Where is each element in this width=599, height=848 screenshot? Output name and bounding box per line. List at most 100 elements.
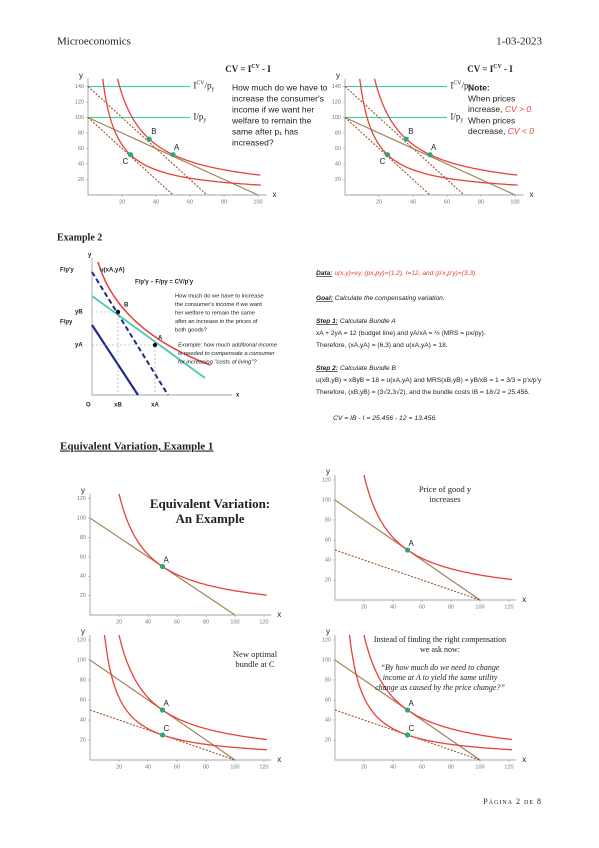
bundle-point — [170, 152, 176, 158]
indifference-curve — [103, 634, 267, 751]
y-tick-label: 20 — [80, 737, 86, 743]
label-part: I — [450, 112, 453, 122]
diagram-note: both goods? — [175, 328, 208, 334]
note-line: When prices — [468, 93, 515, 103]
diagram-note: is needed to compensate a consumer — [178, 351, 276, 357]
x-tick-label: 80 — [221, 199, 227, 205]
x-tick-label: 80 — [478, 199, 484, 205]
x-axis-label: x — [522, 595, 526, 604]
note-line: decrease, CV < 0 — [468, 126, 534, 136]
y-tick-label: 40 — [80, 717, 86, 723]
chart-title: CV = ICV - I — [225, 64, 271, 74]
indifference-curve — [363, 634, 512, 741]
point-label: A — [164, 556, 170, 565]
label-part: /p — [462, 81, 470, 91]
x-tick-label: 100 — [230, 764, 239, 770]
solution-label: Step 2: — [316, 365, 338, 372]
x-axis-label: x — [530, 190, 534, 199]
solution-text: xA + 2yA = 12 (budget line) and yA/xA = … — [316, 329, 486, 337]
diagram-note: Example: how much additional income — [178, 343, 278, 349]
y-tick-label: 100 — [322, 657, 331, 663]
indifference-curve — [373, 78, 518, 176]
y-tick-label: 120 — [77, 496, 86, 502]
diagram-label: yB — [75, 310, 83, 316]
line-label: ICV/py — [193, 81, 214, 93]
point-label: C — [164, 724, 170, 733]
chart-caption: bundle at C — [235, 659, 275, 669]
solution-line: Data: u(x,y)=xy, (px,py)=(1,2), I=12, an… — [316, 270, 477, 277]
note-part: increase, — [468, 104, 505, 114]
diagram-note: How much do we have to increase — [175, 294, 264, 300]
bundle-point — [159, 563, 166, 570]
bundle-point — [127, 152, 134, 158]
x-tick-label: 60 — [174, 764, 180, 770]
label-part: y — [203, 118, 206, 124]
y-tick-label: 60 — [78, 146, 84, 152]
x-tick-label: 40 — [390, 604, 396, 610]
indifference-curve — [363, 474, 512, 581]
diagram-label: x — [236, 393, 240, 399]
note-line: When prices — [468, 115, 515, 125]
solution-label: Data: — [316, 270, 333, 277]
chart-caption: increases — [429, 494, 460, 504]
x-tick-label: 20 — [376, 199, 382, 205]
diagram-note: for increasing "costs of living"? — [178, 360, 257, 366]
label-part: /p — [196, 112, 204, 122]
y-axis-label: y — [81, 486, 85, 495]
x-tick-label: 20 — [361, 604, 367, 610]
bundle-point — [159, 732, 166, 738]
bundle-point — [115, 309, 121, 315]
diagram-note: the consumer's income if we want — [175, 302, 262, 308]
line-label: ICV/py — [450, 81, 471, 93]
y-tick-label: 100 — [75, 115, 84, 121]
y-tick-label: 140 — [75, 84, 84, 90]
note-line: income if we want her — [232, 104, 314, 114]
course-name: Microeconomics — [57, 36, 131, 48]
x-tick-label: 60 — [174, 619, 180, 625]
y-tick-label: 100 — [332, 115, 341, 121]
indifference-curve — [116, 78, 261, 176]
budget-line — [334, 709, 481, 761]
section-heading: Equivalent Variation, Example 1 — [60, 441, 213, 453]
chart-caption: An Example — [176, 511, 245, 526]
chart-title: CV = ICV - I — [467, 64, 513, 74]
date: 1-03-2023 — [496, 36, 542, 48]
chart-caption: Equivalent Variation: — [150, 496, 270, 511]
label-part: y — [460, 118, 463, 124]
y-tick-label: 40 — [325, 557, 331, 563]
y-tick-label: 60 — [325, 537, 331, 543]
budget-line — [91, 271, 169, 396]
chart-quote: “By how much do we need to change — [381, 663, 500, 672]
indifference-curve — [118, 634, 267, 741]
solution-text: Calculate Bundle A — [338, 318, 396, 325]
x-tick-label: 40 — [145, 764, 151, 770]
y-tick-label: 120 — [322, 477, 331, 483]
x-tick-label: 80 — [203, 619, 209, 625]
bundle-point — [427, 152, 433, 158]
axes — [89, 493, 272, 616]
x-tick-label: 40 — [390, 764, 396, 770]
solution-text: Therefore, (xB,yB) = (3√2,3√2), and the … — [316, 388, 530, 396]
x-tick-label: 40 — [145, 619, 151, 625]
diagram-label: y — [88, 253, 92, 259]
bundle-point — [404, 547, 411, 553]
y-tick-label: 80 — [335, 130, 341, 136]
x-tick-label: 100 — [475, 604, 484, 610]
diagram-label: F/py — [60, 320, 73, 326]
bundle-point — [404, 707, 411, 713]
solution-text: u(x,y)=xy, (px,py)=(1,2), I=12, and (p'x… — [333, 270, 478, 277]
note-line: increase, CV > 0. — [468, 104, 533, 114]
note-title: Note: — [468, 82, 490, 92]
x-tick-label: 120 — [504, 604, 513, 610]
x-tick-label: 100 — [253, 199, 262, 205]
x-tick-label: 120 — [259, 764, 268, 770]
x-tick-label: 120 — [504, 764, 513, 770]
point-label: A — [409, 699, 415, 708]
x-tick-label: 20 — [361, 764, 367, 770]
solution-text: u(xB,yB) = xByB = 18 = u(xA,yA) and MRS(… — [316, 377, 542, 384]
y-axis-label: y — [326, 467, 330, 476]
x-tick-label: 20 — [119, 199, 125, 205]
axes — [91, 258, 232, 396]
solution-result: CV = IB - I = 25.456 - 12 = 13.456. — [333, 415, 437, 422]
